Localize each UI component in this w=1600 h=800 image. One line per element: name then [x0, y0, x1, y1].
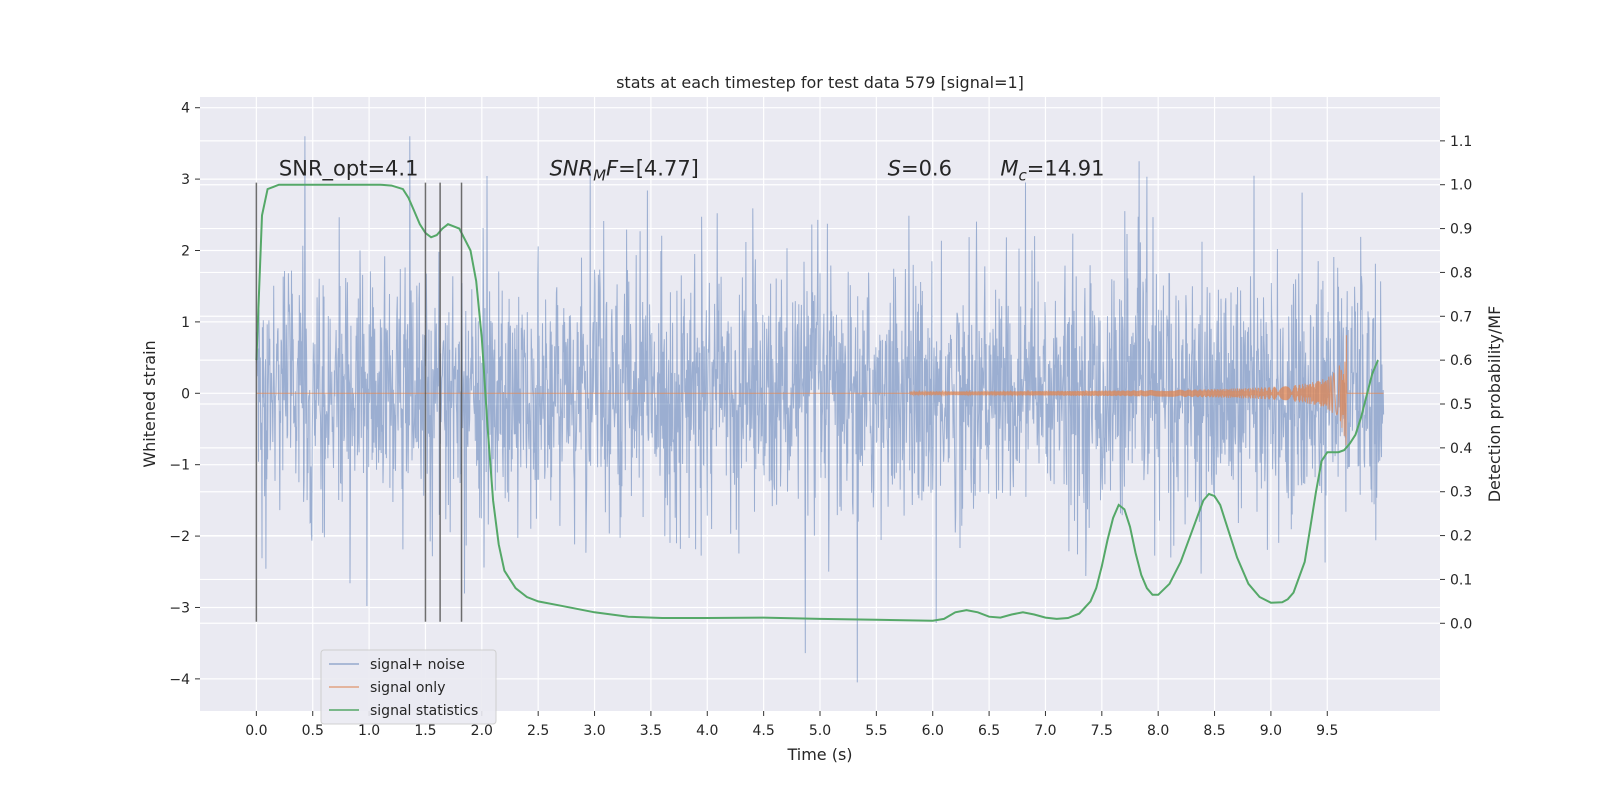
annotation-part: =[4.77]: [618, 157, 699, 181]
x-tick-label: 6.5: [978, 723, 1000, 739]
y-left-tick-label: −3: [169, 600, 190, 616]
annotation-part: S: [888, 157, 901, 181]
annotation-part: =0.6: [901, 157, 952, 181]
x-tick-label: 1.0: [358, 723, 380, 739]
legend-label-signal-noise: signal+ noise: [370, 657, 465, 673]
legend: signal+ noise signal only signal statist…: [320, 649, 497, 725]
y-left-tick-label: 4: [181, 101, 190, 117]
x-tick-label: 2.0: [471, 723, 493, 739]
y-right-tick-label: 1.1: [1450, 134, 1472, 150]
legend-label-signal-only: signal only: [370, 680, 445, 696]
annotation-part: M: [593, 167, 606, 185]
y-left-tick-label: 0: [181, 386, 190, 402]
y-left-tick-label: 2: [181, 244, 190, 260]
y-axis-left-label: Whitened strain: [140, 340, 159, 467]
x-tick-label: 4.0: [696, 723, 718, 739]
y-right-tick-label: 0.2: [1450, 529, 1472, 545]
x-tick-label: 2.5: [527, 723, 549, 739]
chart-title: stats at each timestep for test data 579…: [616, 73, 1024, 92]
y-left-tick-label: −4: [169, 672, 190, 688]
annotation-part: SNR_opt=4.1: [279, 157, 419, 182]
x-axis-ticks: 0.0 0.5 1.0 1.5 2.0 2.5 3.0 3.5 4.0 4.5 5.0 5.5 6.0 6…: [245, 711, 1338, 739]
y-axis-right-label: Detection probability/MF: [1485, 306, 1504, 503]
legend-label-signal-statistics: signal statistics: [370, 703, 478, 719]
y-left-tick-label: −1: [169, 458, 190, 474]
x-tick-label: 7.5: [1091, 723, 1113, 739]
x-tick-label: 0.0: [245, 723, 267, 739]
x-tick-label: 8.5: [1203, 723, 1225, 739]
x-tick-label: 5.5: [865, 723, 887, 739]
x-tick-label: 6.0: [922, 723, 944, 739]
annotation-part: F: [606, 157, 619, 181]
x-tick-label: 9.5: [1316, 723, 1338, 739]
x-axis-label: Time (s): [786, 745, 852, 764]
series-layer: [255, 136, 1385, 683]
series-signal-noise-line: [255, 136, 1385, 683]
annotation-part: SNR: [549, 157, 593, 181]
y-right-tick-label: 0.6: [1450, 353, 1472, 369]
vertical-markers: [255, 182, 463, 622]
annotation-part: c: [1018, 167, 1027, 185]
y-right-tick-label: 0.4: [1450, 441, 1472, 457]
x-tick-label: 0.5: [302, 723, 324, 739]
y-right-tick-label: 0.9: [1450, 222, 1472, 238]
annotations: SNR_opt=4.1 SNRMF=[4.77] S=0.6 Mc=14.91: [279, 157, 1105, 185]
x-tick-label: 3.0: [583, 723, 605, 739]
annotation-text: S=0.6: [888, 157, 952, 181]
x-tick-label: 9.0: [1260, 723, 1282, 739]
legend-box: [320, 649, 497, 725]
x-tick-label: 1.5: [414, 723, 436, 739]
x-tick-label: 4.5: [753, 723, 775, 739]
y-left-tick-label: 1: [181, 315, 190, 331]
y-axis-left-ticks: 4 3 2 1 0 −1 −2 −3 −4: [169, 101, 200, 688]
y-left-tick-label: −2: [169, 529, 190, 545]
y-right-tick-label: 0.7: [1450, 309, 1472, 325]
x-tick-label: 8.0: [1147, 723, 1169, 739]
y-right-tick-label: 0.8: [1450, 265, 1472, 281]
x-tick-label: 7.0: [1034, 723, 1056, 739]
x-tick-label: 5.0: [809, 723, 831, 739]
y-right-tick-label: 0.5: [1450, 397, 1472, 413]
y-right-tick-label: 0.0: [1450, 616, 1472, 632]
annotation-part: M: [1000, 157, 1018, 181]
annotation-text: SNR_opt=4.1: [279, 157, 419, 182]
x-tick-label: 3.5: [640, 723, 662, 739]
y-right-tick-label: 0.1: [1450, 572, 1472, 588]
y-axis-right-ticks: 1.1 1.0 0.9 0.8 0.7 0.6 0.5 0.4 0.3 0.2 0.1 0.0: [1440, 134, 1472, 632]
series-signal-only-line: [256, 335, 1384, 446]
annotation-part: =14.91: [1027, 157, 1105, 181]
annotation-text: SNRMF=[4.77]: [549, 157, 698, 185]
y-right-tick-label: 0.3: [1450, 485, 1472, 501]
y-right-tick-label: 1.0: [1450, 178, 1472, 194]
annotation-text: Mc=14.91: [1000, 157, 1104, 185]
series-signal-statistics-line: [255, 183, 1379, 622]
y-left-tick-label: 3: [181, 172, 190, 188]
